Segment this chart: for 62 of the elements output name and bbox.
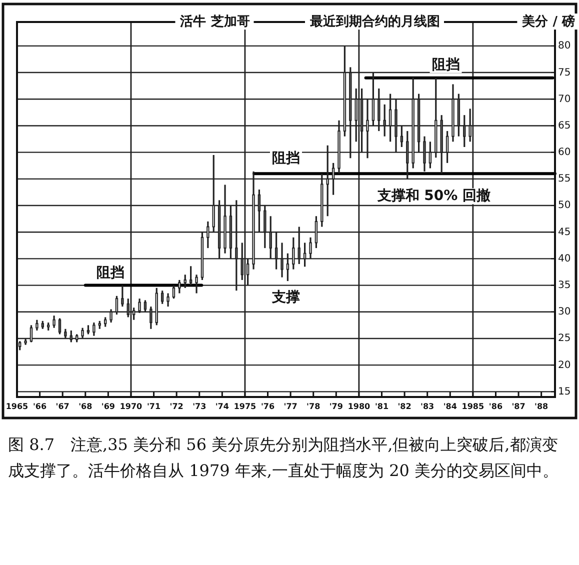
y-tick-label: 65 [558,120,571,132]
candlestick [195,274,198,294]
y-tick-label: 35 [558,280,571,292]
annotation: 支撑和 50% 回撤 [376,188,491,204]
x-tick-label: '79 [329,402,344,411]
y-tick-label: 75 [558,67,571,78]
x-tick-label: 1970 [120,402,143,411]
x-tick-label: '82 [398,402,412,411]
x-tick-label: '66 [33,402,48,411]
candlestick [18,340,22,351]
y-tick-label: 40 [558,253,571,264]
y-axis-title: 美分 / 磅 [521,14,575,30]
x-tick-label: 1980 [348,402,371,411]
x-tick-label: '71 [146,402,161,411]
x-tick-label: '69 [101,402,116,411]
x-tick-label: '84 [443,402,458,411]
x-tick-label: 1975 [234,402,257,411]
y-tick-label: 50 [558,200,571,212]
y-tick-label: 20 [558,360,571,371]
candlestick [58,317,62,336]
x-tick-label: '68 [78,402,93,411]
y-tick-label: 25 [558,333,571,344]
x-tick-label: '86 [488,402,503,411]
x-tick-label: '67 [56,402,70,411]
chart-subtitle: 最近到期合约的月线图 [309,14,440,30]
candlestick [184,274,186,289]
x-tick-label: '88 [534,402,549,411]
caption: 图 8.7 注意,35 美分和 56 美分原先分别为阻挡水平,但被向上突破后,都演变成支撑了。活牛价格自从 1979 年来,一直处于幅度为 20 美分的交易区间中。 [8,434,560,482]
candlestick [121,284,124,308]
candlestick [52,314,56,329]
x-tick-label: '81 [374,402,389,411]
candlestick [160,290,164,305]
x-tick-label: '74 [215,402,230,411]
annotation: 阻挡 [272,150,300,167]
x-tick-label: '77 [284,402,298,411]
x-tick-label: '73 [192,402,206,411]
candlestick [92,322,96,337]
annotation: 阻挡 [432,56,460,73]
annotation: 阻挡 [96,265,125,282]
x-tick-label: '83 [420,402,434,411]
x-tick-label: '76 [260,402,275,411]
x-tick-label: '78 [306,402,321,411]
y-tick-label: 70 [558,94,571,105]
candlestick [189,265,192,286]
x-tick-label: 1965 [6,402,29,411]
candlestick [86,324,90,336]
chart-title: 活牛 芝加哥 [179,14,250,30]
candlestick [166,292,170,308]
x-tick-label: '87 [512,402,526,411]
x-tick-label: 1985 [462,402,484,411]
y-tick-label: 15 [558,386,571,398]
annotation: 支撑 [271,289,300,306]
y-tick-label: 55 [558,174,571,185]
y-tick-label: 30 [558,306,571,318]
y-tick-label: 60 [558,147,571,158]
y-tick-label: 45 [558,226,571,238]
x-tick-label: '72 [170,402,184,411]
candlestick [36,319,38,332]
candlestick [104,316,107,328]
candlestick [178,279,181,294]
candlestick [172,284,176,300]
y-tick-label: 80 [558,40,571,52]
